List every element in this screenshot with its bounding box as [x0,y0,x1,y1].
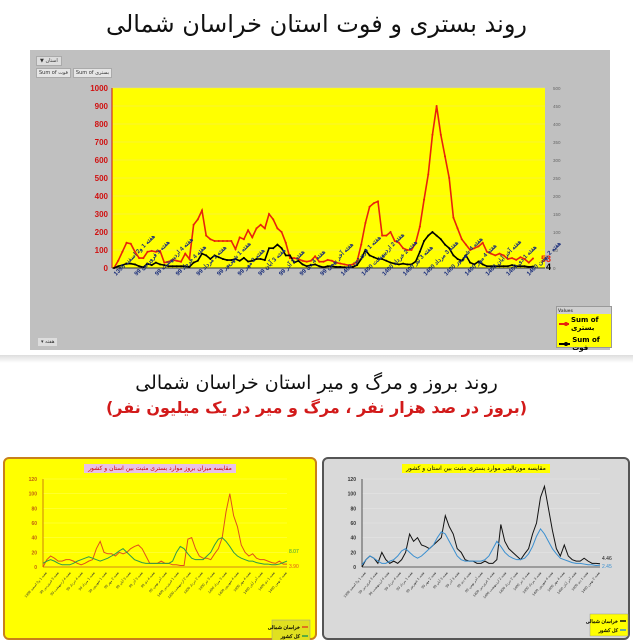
section2-title: روند بروز و مرگ و میر استان خراسان شمالی [135,372,498,394]
legend-item-deaths: Sum of فوت [557,334,611,354]
svg-text:60: 60 [350,521,356,527]
svg-text:600: 600 [95,156,109,165]
svg-text:200: 200 [95,228,109,237]
svg-text:700: 700 [95,138,109,147]
svg-text:80: 80 [350,506,356,512]
field-button-deaths[interactable]: Sum of فوت [36,68,71,78]
svg-text:60: 60 [31,521,37,527]
svg-text:20: 20 [31,550,37,556]
svg-text:400: 400 [95,192,109,201]
mortality-chart-title: مقایسه مورتالیتی موارد بستری مثبت بین اس… [402,464,550,473]
svg-text:100: 100 [348,492,357,498]
small-chart-legend [271,619,311,640]
svg-text:خراسان شمالی: خراسان شمالی [586,619,618,625]
svg-text:350: 350 [553,140,561,145]
series-line [361,484,601,568]
value-field-buttons: Sum of فوت Sum of بستری [36,68,113,78]
svg-text:3.90: 3.90 [289,564,299,570]
svg-text:0: 0 [104,264,109,273]
red-line-marker-icon [559,322,569,326]
series-line [42,537,288,566]
svg-text:8.07: 8.07 [289,549,299,555]
svg-text:4.46: 4.46 [602,556,612,562]
svg-text:کل کشور: کل کشور [280,634,301,640]
svg-text:هفته 4 اردیبهشت 99: هفته 4 اردیبهشت 99 [49,570,72,596]
mortality-comparison-panel: مقایسه مورتالیتی موارد بستری مثبت بین اس… [322,457,630,640]
svg-text:100: 100 [553,230,561,235]
hospitalization-death-chart: 0 100 200 300 400 500 600 700 800 900 1000 0 50 100 15… [90,84,562,277]
svg-text:120: 120 [29,477,38,483]
svg-text:کل کشور: کل کشور [598,628,619,634]
chart-legend: Values Sum of بستری Sum of فوت [556,306,612,352]
svg-text:1000: 1000 [90,84,108,93]
black-line-marker-icon [559,342,571,346]
svg-text:100: 100 [29,492,38,498]
incidence-chart-title: مقایسه میزان بروز موارد بستری مثبت بین ا… [84,464,236,473]
province-filter-button[interactable]: ▼ استان [36,56,62,66]
svg-text:900: 900 [95,102,109,111]
svg-text:500: 500 [553,86,561,91]
section2-subtitle: (بروز در صد هزار نفر ، مرگ و میر در یک م… [105,398,528,417]
legend-item-hospitalized: Sum of بستری [557,314,611,334]
incidence-comparison-panel: مقایسه میزان بروز موارد بستری مثبت بین ا… [3,457,317,640]
legend-header: Values [557,307,611,314]
svg-text:500: 500 [95,174,109,183]
svg-text:40: 40 [31,536,37,542]
svg-text:200: 200 [553,194,561,199]
svg-text:150: 150 [553,212,561,217]
series-line [361,527,601,567]
svg-text:250: 250 [553,176,561,181]
svg-text:هفته 4 اردیبهشت 99: هفته 4 اردیبهشت 99 [367,570,390,596]
svg-text:53: 53 [541,254,551,264]
svg-text:80: 80 [31,506,37,512]
svg-text:400: 400 [553,122,561,127]
svg-text:4: 4 [546,262,551,272]
svg-text:450: 450 [553,104,561,109]
svg-text:2.45: 2.45 [602,564,612,570]
svg-text:خراسان شمالی: خراسان شمالی [268,625,300,631]
svg-text:800: 800 [95,120,109,129]
svg-text:0: 0 [353,565,356,571]
axis-field-button[interactable]: ▾ هفته [38,338,58,346]
svg-text:120: 120 [348,477,357,483]
svg-text:20: 20 [350,550,356,556]
svg-text:100: 100 [95,246,109,255]
section-divider [0,355,633,363]
svg-text:300: 300 [95,210,109,219]
svg-text:هفته 1 و2 اسفند 1398: هفته 1 و2 اسفند 1398 [23,570,48,598]
main-chart-title: روند بستری و فوت استان خراسان شمالی [105,10,527,38]
svg-text:50: 50 [553,248,559,253]
svg-text:300: 300 [553,158,561,163]
small-chart-legend [589,613,629,637]
field-button-hospitalized[interactable]: Sum of بستری [72,68,113,78]
svg-text:0: 0 [34,565,37,571]
svg-text:0: 0 [553,266,556,271]
series-line [42,493,288,568]
svg-text:40: 40 [350,536,356,542]
